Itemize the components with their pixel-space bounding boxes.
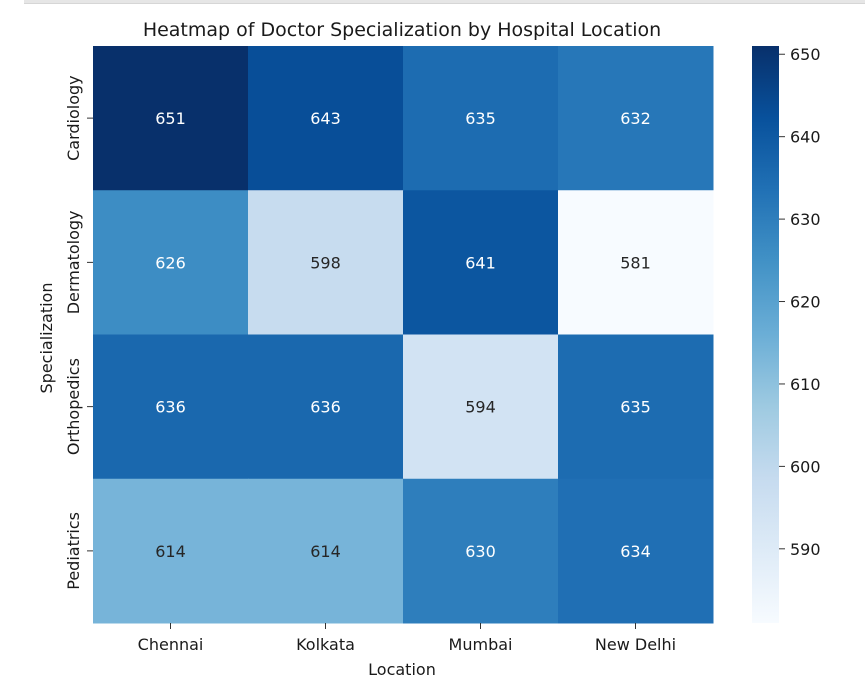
- chart-title: Heatmap of Doctor Specialization by Hosp…: [143, 19, 661, 41]
- y-tick-label: Cardiology: [64, 75, 83, 161]
- heatmap-cell: [403, 190, 559, 335]
- cell-value-label: 626: [155, 253, 186, 272]
- cell-value-label: 581: [620, 253, 651, 272]
- colorbar-tick-label: 630: [790, 210, 821, 229]
- cell-value-label: 614: [310, 542, 341, 561]
- cell-value-label: 630: [465, 542, 496, 561]
- cell-value-label: 636: [310, 398, 341, 417]
- heatmap-cell: [248, 190, 404, 335]
- heatmap-cell: [248, 334, 404, 480]
- heatmap-cell: [93, 46, 249, 191]
- colorbar: [752, 46, 779, 623]
- y-tick-label: Dermatology: [64, 210, 83, 314]
- x-tick-label: New Delhi: [595, 635, 676, 654]
- cell-value-label: 598: [310, 253, 341, 272]
- colorbar-tick-label: 620: [790, 293, 821, 312]
- heatmap-cell: [93, 334, 249, 480]
- x-tick-label: Chennai: [138, 635, 204, 654]
- heatmap-cells: 651 643 635 632 626 598 641 581 636 636 594 635 614 6…: [93, 46, 714, 624]
- top-border: [24, 0, 865, 4]
- heatmap-cell: [558, 190, 714, 335]
- colorbar-tick-label: 600: [790, 457, 821, 476]
- cell-value-label: 651: [155, 109, 186, 128]
- x-tick-label: Kolkata: [296, 635, 355, 654]
- colorbar-tick-label: 590: [790, 540, 821, 559]
- heatmap-cell: [558, 478, 714, 624]
- colorbar-tick-label: 610: [790, 375, 821, 394]
- heatmap-cell: [248, 46, 404, 191]
- cell-value-label: 643: [310, 109, 341, 128]
- heatmap-cell: [403, 334, 559, 480]
- x-axis-ticks: Chennai Kolkata Mumbai New Delhi: [138, 623, 676, 654]
- cell-value-label: 632: [620, 109, 651, 128]
- cell-value-label: 594: [465, 398, 496, 417]
- heatmap-cell: [93, 478, 249, 624]
- cell-value-label: 641: [465, 253, 496, 272]
- x-tick-label: Mumbai: [449, 635, 513, 654]
- heatmap-cell: [93, 190, 249, 335]
- heatmap-cell: [403, 46, 559, 191]
- heatmap-cell: [558, 46, 714, 191]
- heatmap-cell: [403, 478, 559, 624]
- y-axis-ticks: Cardiology Dermatology Orthopedics Pediatri…: [64, 75, 93, 590]
- colorbar-tick-label: 640: [790, 128, 821, 147]
- cell-value-label: 636: [155, 398, 186, 417]
- y-tick-label: Orthopedics: [64, 358, 83, 455]
- colorbar-ticks: 590 600 610 620 630 640 650: [779, 45, 821, 559]
- x-axis-label: Location: [368, 660, 436, 679]
- cell-value-label: 614: [155, 542, 186, 561]
- colorbar-tick-label: 650: [790, 45, 821, 64]
- cell-value-label: 634: [620, 542, 651, 561]
- cell-value-label: 635: [465, 109, 496, 128]
- heatmap-cell: [248, 478, 404, 624]
- cell-value-label: 635: [620, 398, 651, 417]
- heatmap-cell: [558, 334, 714, 480]
- y-tick-label: Pediatrics: [64, 512, 83, 590]
- y-axis-label: Specialization: [37, 283, 56, 394]
